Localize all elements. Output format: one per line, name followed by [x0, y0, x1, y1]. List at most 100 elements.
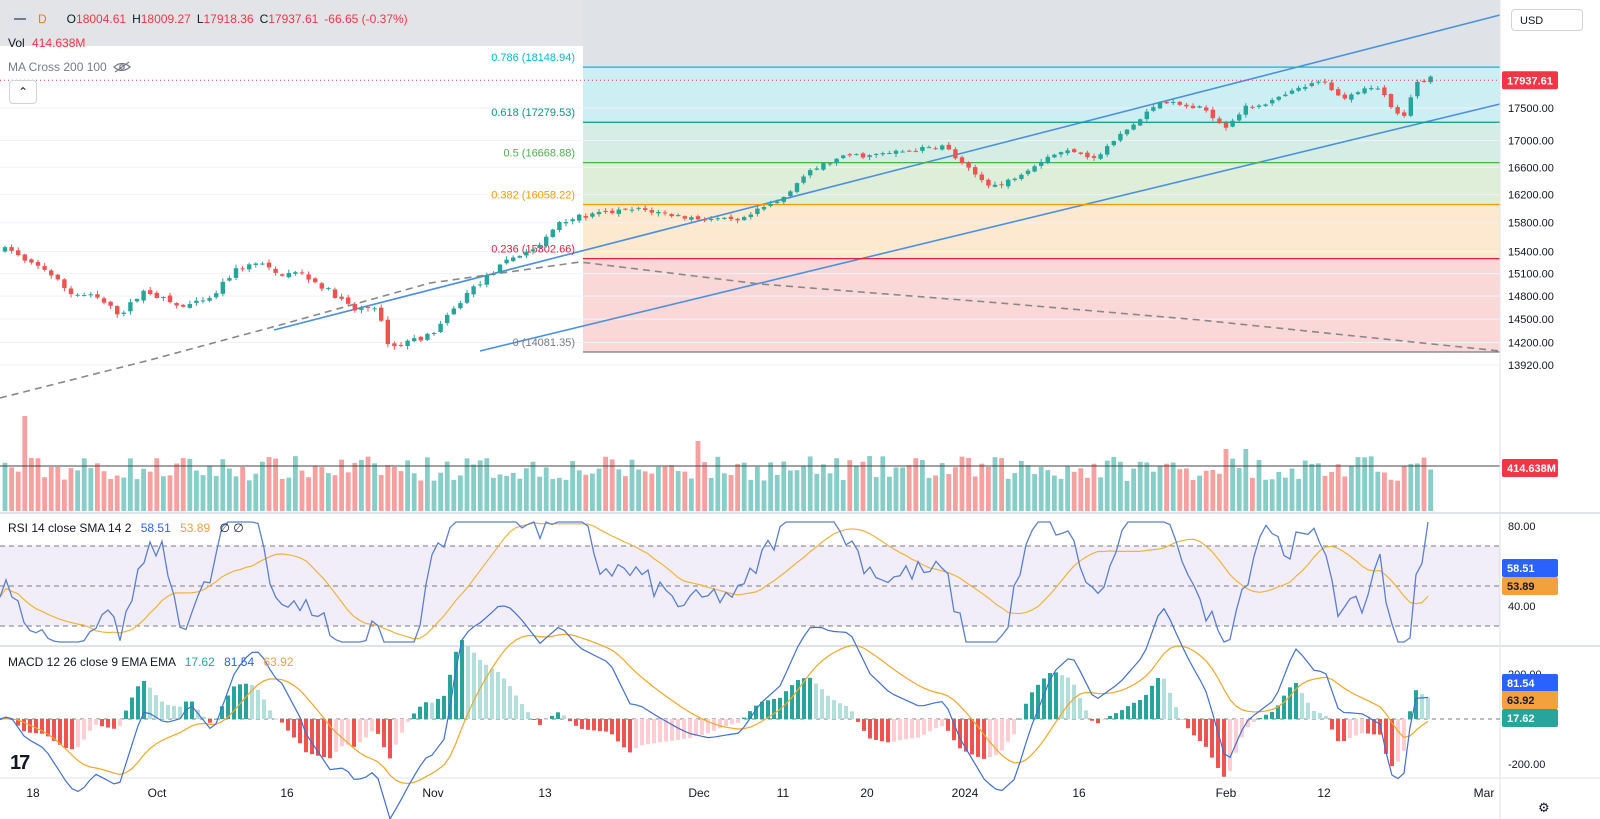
volume-badge-bg	[1502, 459, 1558, 477]
candle-body	[623, 208, 628, 210]
candle-body	[735, 218, 740, 221]
macd-hist-bar	[424, 702, 428, 719]
currency-selector[interactable]: USD	[1511, 9, 1583, 31]
macd-hist-bar	[658, 719, 662, 743]
macd-hist-bar	[352, 719, 356, 747]
macd-hist-bar	[544, 719, 548, 721]
volume-bar	[359, 459, 364, 511]
macd-hist-bar	[1132, 702, 1136, 719]
volume-badge: 414.638M	[1502, 459, 1558, 477]
volume-bar	[840, 480, 846, 511]
settings-gear-icon[interactable]: ⚙	[1538, 800, 1550, 815]
candle-body	[1091, 156, 1097, 158]
macd-hist-bar	[634, 719, 638, 749]
volume-bar	[273, 458, 278, 511]
macd-hist-bar	[820, 689, 824, 719]
time-axis-label: 18	[26, 786, 40, 800]
candle-body	[953, 149, 958, 159]
macd-hist-bar	[1420, 694, 1424, 719]
candle-body	[497, 264, 503, 273]
candle-body	[636, 207, 641, 209]
collapse-pill-icon[interactable]	[8, 12, 32, 26]
candle-body	[220, 281, 225, 294]
candle-body	[1171, 101, 1176, 103]
candle-body	[319, 283, 324, 289]
macd-hist-bar	[562, 715, 566, 719]
macd-hist-bar	[1072, 684, 1076, 719]
volume-bar	[1236, 468, 1242, 511]
candle-body	[471, 286, 476, 295]
candle-body	[1388, 94, 1394, 108]
candle-body	[781, 196, 786, 202]
time-axis-label: Feb	[1216, 786, 1237, 800]
volume-bar	[966, 457, 971, 511]
macd-line	[0, 605, 1429, 819]
collapse-button[interactable]: ⌃	[9, 80, 37, 104]
volume-bar	[1104, 460, 1110, 511]
candle-body	[1025, 170, 1031, 174]
volume-bar	[477, 460, 483, 511]
candle-body	[273, 268, 278, 273]
macd-hist-bar	[838, 703, 842, 719]
candle-body	[742, 217, 747, 221]
time-axis-label: Nov	[422, 786, 443, 800]
candle-body	[1012, 178, 1017, 181]
volume-bar	[418, 480, 424, 511]
macd-hist-bar	[190, 701, 194, 719]
candle-body	[141, 290, 146, 301]
rsi-legend: RSI 14 close SMA 14 2 58.51 53.89 ∅ ∅	[8, 521, 244, 535]
volume-bar	[1395, 480, 1400, 511]
candle-body	[1309, 83, 1314, 87]
macd-hist-bar	[442, 695, 446, 719]
macd-hist-bar	[1084, 710, 1088, 719]
macd-hist-bar	[1108, 715, 1112, 719]
volume-bar	[788, 470, 793, 511]
macd-value-badge: 81.54	[1502, 674, 1558, 692]
candle-body	[662, 212, 668, 214]
low-label: L	[196, 12, 204, 26]
volume-bar	[1256, 459, 1262, 511]
macd-hist-bar	[100, 719, 104, 727]
last-price-badge-bg	[1502, 71, 1558, 90]
candle-body	[1039, 161, 1044, 166]
volume-bar	[458, 475, 463, 511]
volume-bar	[1203, 470, 1209, 511]
volume-bar	[656, 466, 661, 511]
macd-hist-bar	[1324, 715, 1328, 719]
macd-hist-bar	[22, 719, 26, 732]
volume-bar	[1111, 456, 1117, 511]
candle-body	[438, 323, 443, 333]
macd-hist-bar	[628, 719, 632, 753]
candle-body	[610, 210, 615, 213]
volume-bar	[1118, 461, 1123, 511]
candle-body	[82, 295, 87, 297]
macd-hist-bar	[664, 719, 668, 742]
macd-hist-bar	[1396, 719, 1400, 762]
macd-hist-bar	[1210, 719, 1214, 758]
candle-body	[418, 336, 423, 341]
volume-bar	[1421, 457, 1427, 511]
volume-bar	[425, 457, 430, 511]
volume-bar	[1032, 474, 1037, 511]
candle-body	[986, 179, 991, 186]
candle-body	[979, 174, 984, 181]
candle-body	[1184, 104, 1189, 107]
volume-bar	[504, 476, 509, 511]
ma-label: MA Cross 200 100	[8, 60, 107, 74]
macd-hist-bar	[736, 719, 740, 723]
candle-body	[847, 154, 852, 156]
volume-bar	[484, 458, 490, 511]
eye-hidden-icon[interactable]	[112, 61, 131, 73]
time-axis-label: 12	[1317, 786, 1331, 800]
volume-bar	[1230, 458, 1235, 511]
macd-hist-bar	[136, 686, 140, 719]
volume-bar	[537, 476, 542, 511]
macd-hist-bar	[250, 684, 254, 719]
macd-hist-bar	[154, 695, 158, 719]
volume-bar	[715, 456, 721, 511]
macd-hist-bar	[304, 719, 308, 753]
macd-hist-bar	[520, 703, 524, 719]
candle-body	[1369, 87, 1374, 90]
candle-body	[874, 153, 879, 155]
